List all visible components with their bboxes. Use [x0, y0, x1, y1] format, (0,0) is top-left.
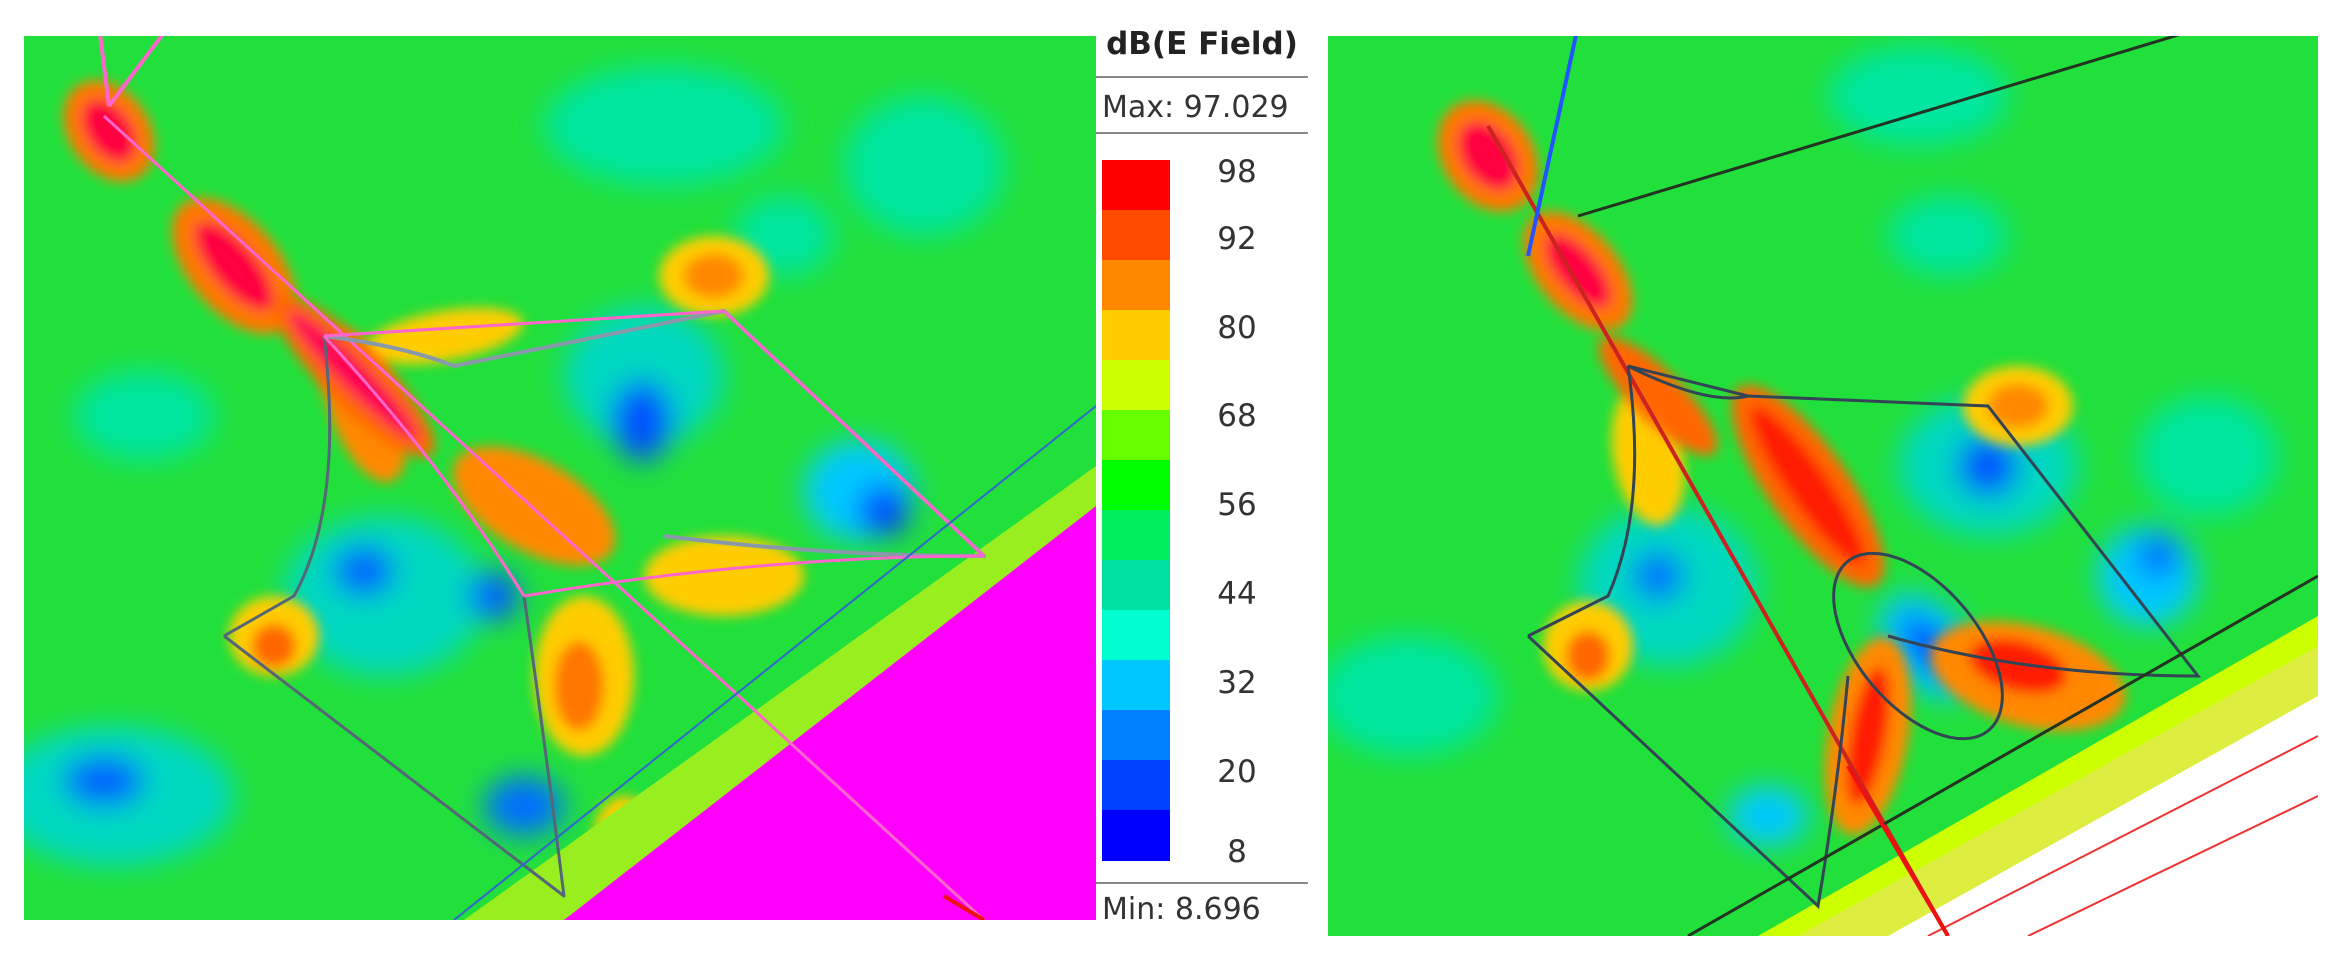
- legend-swatch: [1102, 210, 1170, 261]
- right-field-plot-canvas: [1328, 36, 2318, 936]
- ground-plane-white: [1888, 696, 2318, 936]
- low-field-patches: [24, 66, 1004, 866]
- magenta-region: [564, 506, 1096, 920]
- legend-swatch: [1102, 710, 1170, 761]
- legend-min: Min: 8.696: [1102, 892, 1261, 927]
- legend-swatch: [1102, 410, 1170, 461]
- legend-tick-label: 56: [1217, 487, 1257, 524]
- left-field-plot-canvas: [24, 36, 1096, 920]
- legend-swatch: [1102, 560, 1170, 611]
- legend-tick-label: 8: [1227, 834, 1247, 870]
- legend-color-bar: [1102, 160, 1170, 861]
- legend-tick-label: 44: [1217, 576, 1257, 613]
- legend-swatch: [1102, 260, 1170, 311]
- color-legend: dB(E Field) Max: 97.029 98 92 80 68 56 44 32 20…: [1096, 20, 1308, 940]
- left-field-plot: [24, 36, 1096, 920]
- legend-swatch: [1102, 610, 1170, 661]
- ground-band-edge: [1798, 646, 2318, 936]
- legend-swatch: [1102, 460, 1170, 511]
- legend-max: Max: 97.029: [1102, 90, 1289, 125]
- ground-band: [1758, 616, 2318, 936]
- legend-tick-label: 92: [1217, 220, 1257, 257]
- right-field-plot: [1328, 36, 2318, 936]
- legend-swatch: [1102, 810, 1170, 861]
- legend-swatch: [1102, 160, 1170, 211]
- legend-tick-label: 32: [1217, 665, 1257, 702]
- legend-swatch: [1102, 660, 1170, 711]
- legend-swatch: [1102, 510, 1170, 561]
- ground-band-edge: [464, 466, 1096, 920]
- legend-title: dB(E Field): [1106, 26, 1298, 62]
- legend-rule-max: [1096, 132, 1308, 134]
- legend-tick-label: 98: [1217, 154, 1257, 190]
- legend-rule-min: [1096, 882, 1308, 884]
- structure-outline: [98, 36, 1096, 920]
- structure-outline: [1486, 36, 2318, 936]
- feed-line: [942, 894, 986, 920]
- legend-tick-label: 20: [1217, 754, 1257, 790]
- legend-tick-label: 68: [1217, 398, 1257, 435]
- legend-rule-top: [1096, 76, 1308, 78]
- legend-swatch: [1102, 360, 1170, 411]
- feed-probe: [1526, 36, 1578, 257]
- legend-swatch: [1102, 310, 1170, 361]
- legend-tick-label: 80: [1217, 309, 1257, 346]
- legend-swatch: [1102, 760, 1170, 811]
- feed-line: [1846, 764, 1950, 936]
